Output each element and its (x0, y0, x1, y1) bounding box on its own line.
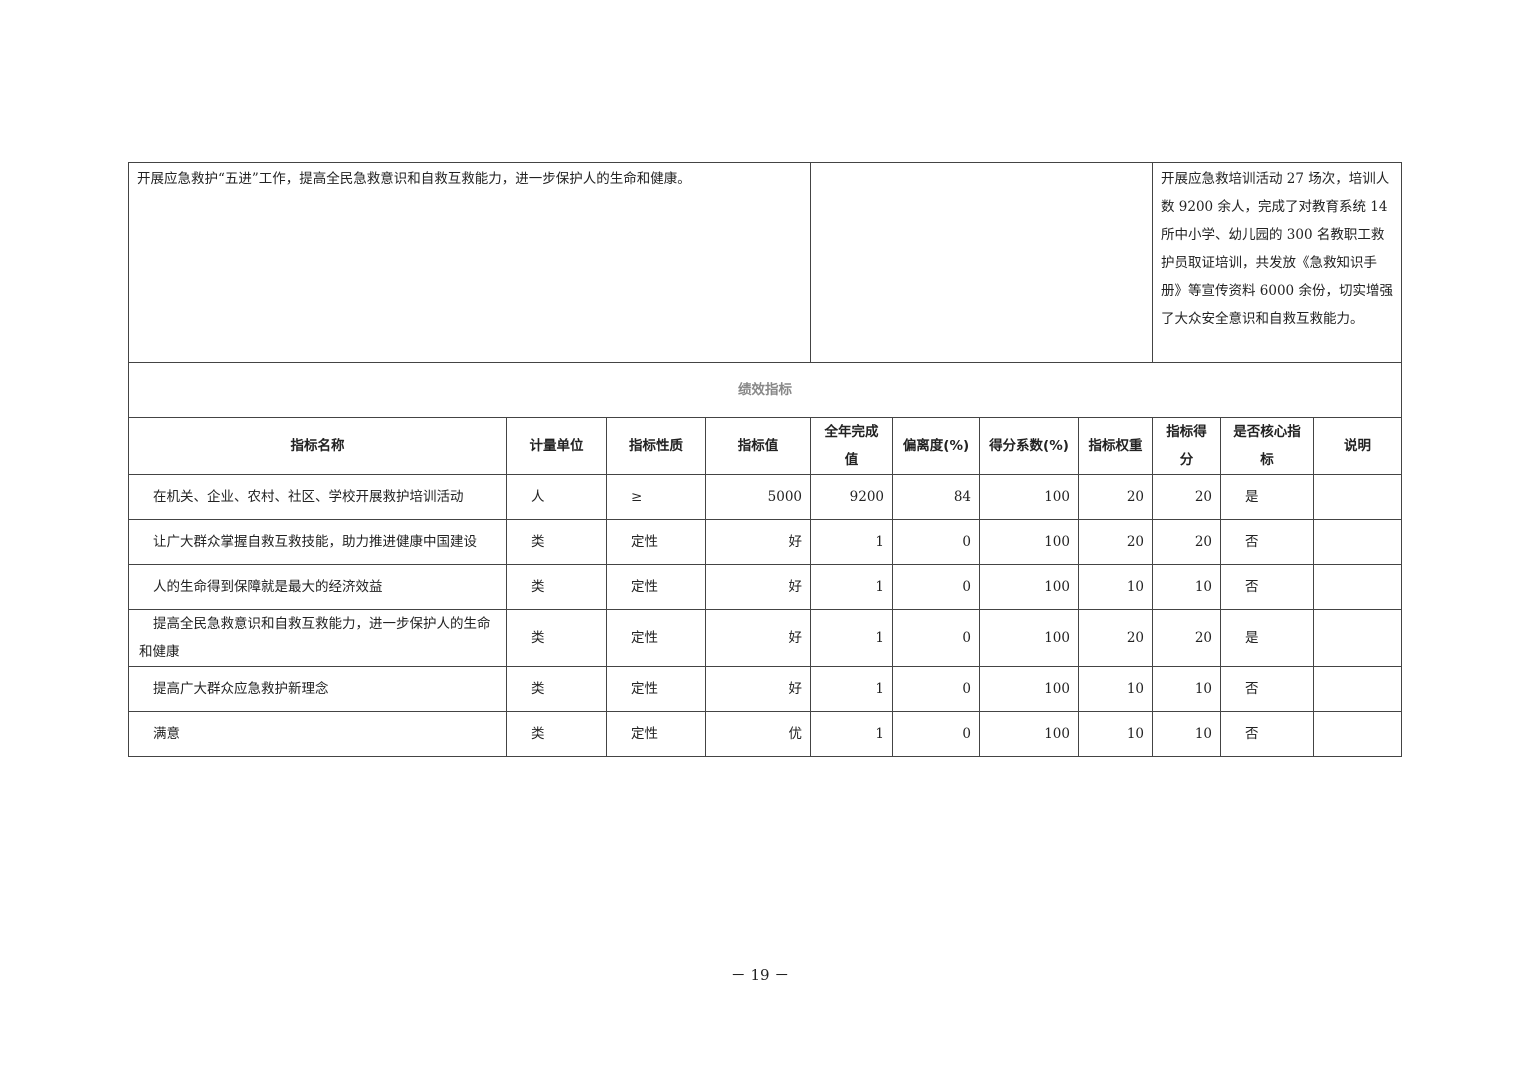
table-cell: 1 (810, 519, 893, 565)
table-cell: 1 (810, 666, 893, 712)
column-header: 说明 (1312, 417, 1403, 475)
table-cell: 定性 (606, 666, 706, 712)
table-cell: 类 (506, 564, 607, 610)
performance-table: 开展应急救护“五进”工作，提高全民急救意识和自救互救能力，进一步保护人的生命和健… (127, 162, 1403, 757)
section-row: 绩效指标 (127, 362, 1403, 418)
table-cell: 让广大群众掌握自救互救技能，助力推进健康中国建设 (128, 519, 507, 565)
table-cell (1312, 474, 1403, 520)
table-cell (1312, 564, 1403, 610)
table-cell: 好 (705, 564, 811, 610)
table-cell: 优 (705, 711, 811, 757)
table-cell: 20 (1078, 609, 1153, 667)
table-cell: 10 (1078, 666, 1153, 712)
table-cell: ≥ (606, 474, 706, 520)
table-cell: 好 (705, 609, 811, 667)
table-cell: 9200 (810, 474, 893, 520)
table-cell: 20 (1152, 474, 1221, 520)
table-cell: 否 (1220, 564, 1314, 610)
table-cell (1312, 711, 1403, 757)
table-cell (1312, 519, 1403, 565)
table-cell: 类 (506, 609, 607, 667)
table-cell: 定性 (606, 609, 706, 667)
table-cell: 10 (1078, 711, 1153, 757)
column-header: 指标名称 (128, 417, 507, 475)
table-cell: 0 (892, 711, 980, 757)
column-header: 指标值 (705, 417, 811, 475)
table-cell: 100 (979, 609, 1079, 667)
table-cell: 20 (1078, 474, 1153, 520)
table-cell: 10 (1152, 564, 1221, 610)
table-cell: 在机关、企业、农村、社区、学校开展救护培训活动 (128, 474, 507, 520)
table-cell (1312, 609, 1403, 667)
table-cell: 定性 (606, 519, 706, 565)
table-cell: 1 (810, 564, 893, 610)
header-row: 指标名称 计量单位 指标性质 指标值 全年完成值 偏离度(%) 得分系数(%) 指标权重 指标得… (128, 417, 1403, 475)
table-cell: 满意 (128, 711, 507, 757)
table-cell: 0 (892, 609, 980, 667)
table-cell: 人 (506, 474, 607, 520)
table-cell: 10 (1078, 564, 1153, 610)
table-row: 满意类定性优 1 0 100 10 10 否 (128, 711, 1403, 757)
table-cell: 100 (979, 474, 1079, 520)
table-cell: 20 (1152, 609, 1221, 667)
table-cell: 好 (705, 666, 811, 712)
table-cell: 否 (1220, 711, 1314, 757)
table-cell: 定性 (606, 711, 706, 757)
table-cell: 84 (892, 474, 980, 520)
table-row: 在机关、企业、农村、社区、学校开展救护培训活动人 ≥5000 9200 84 100 20… (128, 474, 1403, 520)
table-cell: 是 (1220, 609, 1314, 667)
table-cell: 提高广大群众应急救护新理念 (128, 666, 507, 712)
column-header: 偏离度(%) (892, 417, 980, 475)
table-row: 人的生命得到保障就是最大的经济效益类定性好 1 0 100 10 10 否 (128, 564, 1403, 610)
table-row: 提高广大群众应急救护新理念类定性好 1 0 100 10 10 否 (128, 666, 1403, 712)
table-cell: 20 (1078, 519, 1153, 565)
column-header: 计量单位 (506, 417, 607, 475)
table-cell: 5000 (705, 474, 811, 520)
table-cell: 0 (892, 564, 980, 610)
table-cell: 人的生命得到保障就是最大的经济效益 (128, 564, 507, 610)
page-number: － 19 － (730, 966, 790, 984)
column-header: 指标性质 (606, 417, 706, 475)
table-cell: 100 (979, 564, 1079, 610)
table-cell: 1 (810, 609, 893, 667)
table-cell: 0 (892, 666, 980, 712)
table-cell: 10 (1152, 666, 1221, 712)
table-cell: 100 (979, 666, 1079, 712)
middle-cell (810, 162, 1153, 363)
table-cell: 0 (892, 519, 980, 565)
column-header: 指标得分 (1152, 417, 1221, 475)
table-cell: 提高全民急救意识和自救互救能力，进一步保护人的生命和健康 (128, 609, 507, 667)
table-cell: 20 (1152, 519, 1221, 565)
table-cell: 类 (506, 519, 607, 565)
table-cell: 否 (1220, 519, 1314, 565)
column-header: 得分系数(%) (979, 417, 1079, 475)
table-cell: 定性 (606, 564, 706, 610)
column-header: 是否核心指标 (1220, 417, 1314, 475)
table-row: 提高全民急救意识和自救互救能力，进一步保护人的生命和健康类定性好 1 0 100 20 2… (128, 609, 1403, 667)
table-cell: 是 (1220, 474, 1314, 520)
table-cell: 好 (705, 519, 811, 565)
table-cell: 100 (979, 519, 1079, 565)
table-row: 让广大群众掌握自救互救技能，助力推进健康中国建设类定性好 1 0 100 20 20 否 (128, 519, 1403, 565)
table-cell: 类 (506, 711, 607, 757)
goal-text: 开展应急救护“五进”工作，提高全民急救意识和自救互救能力，进一步保护人的生命和健… (128, 162, 811, 363)
table-cell: 1 (810, 711, 893, 757)
column-header: 指标权重 (1078, 417, 1153, 475)
section-title: 绩效指标 (127, 362, 1403, 418)
table-cell: 否 (1220, 666, 1314, 712)
column-header: 全年完成值 (810, 417, 893, 475)
table-cell: 100 (979, 711, 1079, 757)
table-cell (1312, 666, 1403, 712)
table-cell: 10 (1152, 711, 1221, 757)
result-text: 开展应急救培训活动 27 场次，培训人数 9200 余人，完成了对教育系统 14… (1151, 162, 1403, 363)
table-cell: 类 (506, 666, 607, 712)
goal-row: 开展应急救护“五进”工作，提高全民急救意识和自救互救能力，进一步保护人的生命和健… (128, 162, 1403, 363)
